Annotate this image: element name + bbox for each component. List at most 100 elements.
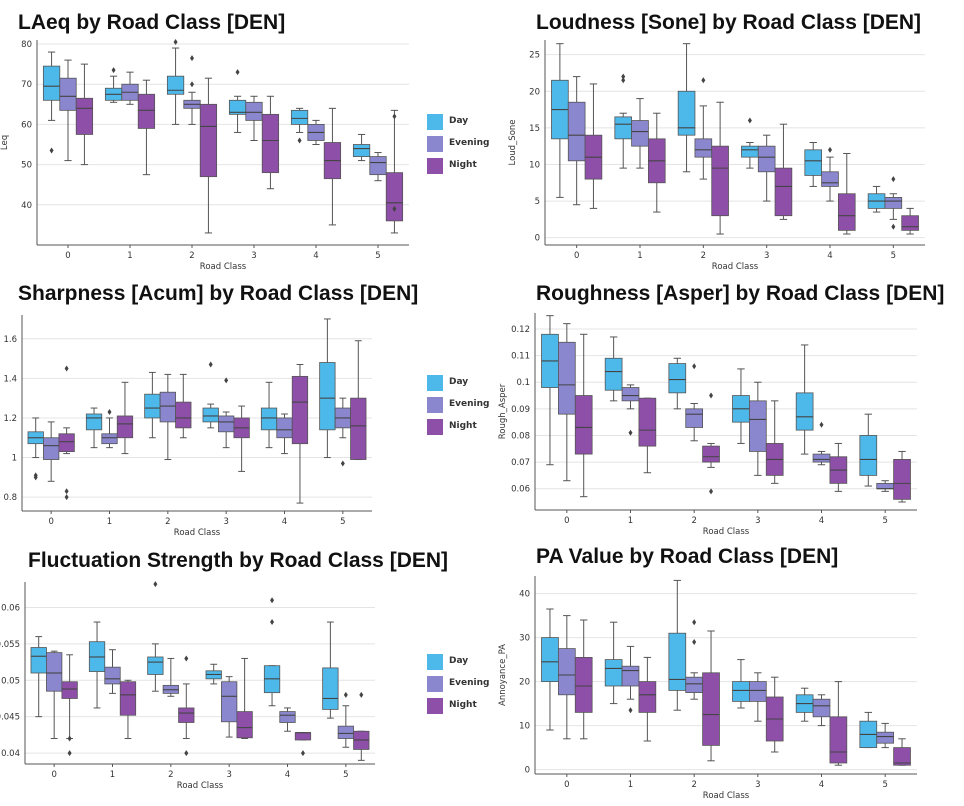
outlier-point	[173, 39, 178, 46]
box-iqr	[614, 116, 633, 140]
box-iqr	[741, 145, 759, 158]
box-evening-class-5	[369, 152, 387, 182]
box-iqr	[604, 659, 623, 687]
box-iqr	[144, 393, 161, 419]
box-night-class-5	[893, 450, 911, 503]
y-tick-label: 0.11	[511, 352, 530, 362]
box-day-class-0	[551, 43, 569, 198]
box-evening-class-5	[334, 397, 351, 467]
box-iqr	[385, 172, 404, 222]
chart-title-loudness: Loudness [Sone] by Road Class [DEN]	[536, 11, 922, 34]
chart-title-roughness: Roughness [Asper] by Road Class [DEN]	[536, 282, 945, 305]
outlier-point	[64, 365, 69, 372]
outlier-point	[709, 488, 714, 495]
legend-label-day: Day	[449, 377, 469, 387]
box-iqr	[290, 109, 309, 125]
x-tick-label: 1	[107, 517, 112, 527]
box-iqr	[30, 647, 47, 674]
box-day-class-2	[668, 357, 687, 410]
box-iqr	[116, 415, 134, 439]
box-iqr	[638, 397, 657, 447]
box-evening-class-2	[183, 55, 201, 125]
box-iqr	[574, 657, 593, 713]
box-night-class-5	[350, 340, 367, 461]
chart-title-laeq: LAeq by Road Class [DEN]	[18, 11, 286, 34]
outlier-point	[628, 707, 633, 714]
box-iqr	[901, 215, 919, 231]
box-iqr	[43, 437, 60, 460]
box-evening-class-5	[884, 176, 903, 230]
box-iqr	[732, 681, 750, 702]
box-night-class-4	[291, 363, 309, 504]
box-iqr	[757, 145, 776, 173]
box-iqr	[137, 93, 156, 129]
outlier-point	[343, 691, 348, 698]
box-iqr	[795, 392, 814, 431]
box-evening-class-2	[162, 657, 179, 697]
box-evening-class-3	[221, 676, 238, 738]
outlier-point	[64, 494, 69, 501]
legend-label-night: Night	[449, 421, 477, 431]
legend-swatch-night	[427, 698, 443, 714]
y-tick-label: 5	[535, 197, 540, 207]
box-evening-class-1	[101, 409, 118, 449]
x-tick-label: 0	[574, 251, 579, 261]
x-tick-label: 4	[282, 517, 287, 527]
box-night-class-0	[58, 365, 75, 501]
x-tick-label: 5	[375, 251, 380, 261]
box-iqr	[604, 357, 623, 391]
outlier-point	[819, 421, 824, 428]
y-tick-label: 0.055	[0, 640, 20, 650]
box-night-class-3	[236, 657, 253, 740]
x-tick-label: 5	[891, 251, 896, 261]
box-day-class-2	[166, 39, 185, 125]
x-tick-label: 0	[564, 780, 569, 790]
box-day-class-3	[228, 69, 247, 133]
outlier-point	[64, 488, 69, 495]
y-axis-label: Rough_Asper	[498, 383, 508, 439]
x-tick-label: 3	[755, 516, 760, 526]
box-evening-class-5	[876, 722, 895, 749]
x-tick-label: 3	[764, 251, 769, 261]
outlier-point	[184, 655, 189, 662]
box-iqr	[859, 435, 878, 476]
box-iqr	[876, 482, 895, 490]
box-iqr	[804, 149, 823, 176]
box-night-class-0	[61, 654, 78, 757]
box-day-class-0	[541, 608, 559, 731]
x-tick-label: 5	[340, 517, 345, 527]
box-evening-class-0	[567, 76, 586, 206]
outlier-point	[621, 73, 626, 80]
box-night-class-4	[294, 732, 312, 757]
box-iqr	[350, 397, 367, 460]
y-tick-label: 20	[529, 87, 540, 97]
outlier-point	[190, 81, 194, 88]
outlier-point	[692, 363, 697, 370]
box-iqr	[178, 707, 195, 723]
box-iqr	[236, 711, 253, 739]
box-iqr	[812, 453, 831, 463]
box-iqr	[104, 666, 121, 685]
x-axis-label: Road Class	[712, 262, 759, 272]
legend-label-day: Day	[449, 116, 469, 126]
box-day-class-4	[795, 687, 814, 722]
legend-swatch-evening	[427, 397, 443, 413]
outlier-point	[208, 361, 213, 368]
box-iqr	[279, 711, 296, 723]
legend-swatch-night	[427, 419, 443, 435]
box-evening-class-2	[685, 619, 704, 700]
box-evening-class-3	[218, 377, 235, 449]
outlier-point	[621, 77, 626, 84]
box-iqr	[748, 681, 767, 702]
box-iqr	[621, 665, 640, 687]
box-night-class-2	[175, 373, 192, 439]
box-iqr	[821, 171, 839, 187]
box-iqr	[352, 144, 371, 157]
x-tick-label: 4	[827, 251, 832, 261]
box-night-class-4	[837, 152, 856, 235]
box-iqr	[218, 415, 235, 433]
box-evening-class-4	[307, 119, 325, 146]
x-tick-label: 4	[285, 770, 290, 780]
box-night-class-2	[178, 655, 195, 757]
